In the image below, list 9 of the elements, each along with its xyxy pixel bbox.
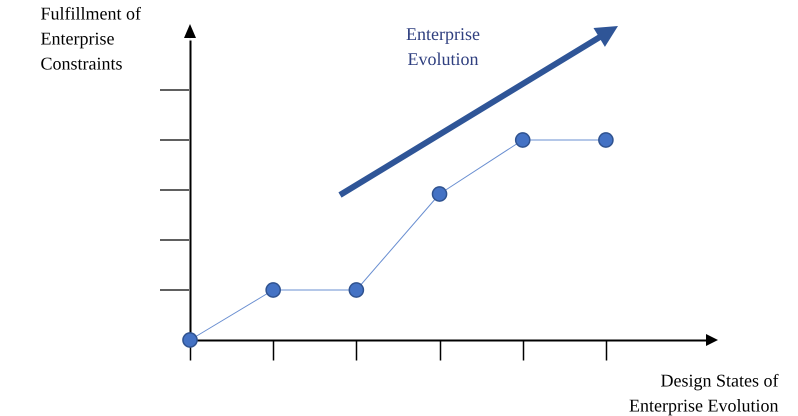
point bbox=[514, 132, 531, 148]
point bbox=[348, 282, 364, 298]
x-axis-title: Design States of Enterprise Evolution bbox=[629, 370, 779, 416]
point bbox=[432, 186, 448, 202]
y-axis-title: Fulfillment of Enterprise Constraints bbox=[40, 4, 141, 74]
point bbox=[598, 132, 614, 148]
point bbox=[265, 282, 281, 298]
point bbox=[182, 332, 198, 348]
text: Enterprise Evolution bbox=[406, 24, 480, 69]
